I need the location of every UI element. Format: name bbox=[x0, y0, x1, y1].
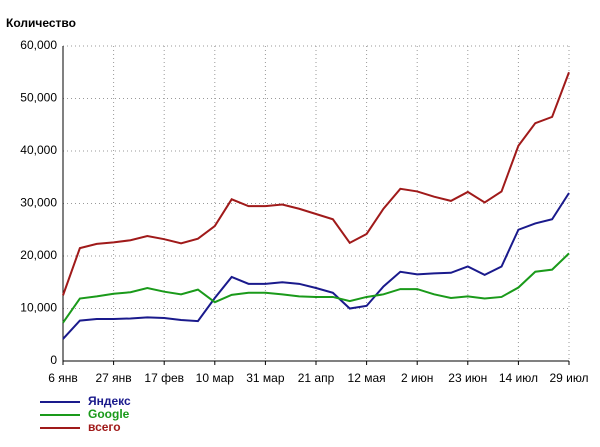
x-tick-label: 14 июл bbox=[499, 371, 538, 385]
y-tick-label: 0 bbox=[50, 353, 57, 367]
x-tick-label: 10 мар bbox=[196, 371, 235, 385]
y-tick-label: 50,000 bbox=[20, 91, 57, 105]
legend-label: Яндекс bbox=[88, 394, 131, 408]
x-tick-label: 21 апр bbox=[298, 371, 335, 385]
x-tick-label: 6 янв bbox=[48, 371, 78, 385]
series-line bbox=[62, 192, 570, 340]
series-line bbox=[62, 71, 570, 296]
chart-title: Количество bbox=[6, 16, 76, 30]
series-line bbox=[62, 252, 570, 324]
x-tick-label: 31 мар bbox=[246, 371, 285, 385]
x-tick-label: 23 июн bbox=[448, 371, 487, 385]
y-tick-label: 40,000 bbox=[20, 143, 57, 157]
y-tick-label: 10,000 bbox=[20, 301, 57, 315]
x-tick-label: 12 мая bbox=[348, 371, 386, 385]
y-tick-label: 30,000 bbox=[20, 196, 57, 210]
y-tick-label: 60,000 bbox=[20, 38, 57, 52]
x-tick-label: 17 фев bbox=[144, 371, 184, 385]
x-tick-label: 29 июл bbox=[549, 371, 588, 385]
y-tick-label: 20,000 bbox=[20, 248, 57, 262]
x-tick-label: 2 июн bbox=[401, 371, 433, 385]
x-tick-label: 27 янв bbox=[96, 371, 132, 385]
legend-label: всего bbox=[88, 420, 121, 434]
legend-label: Google bbox=[88, 407, 130, 421]
